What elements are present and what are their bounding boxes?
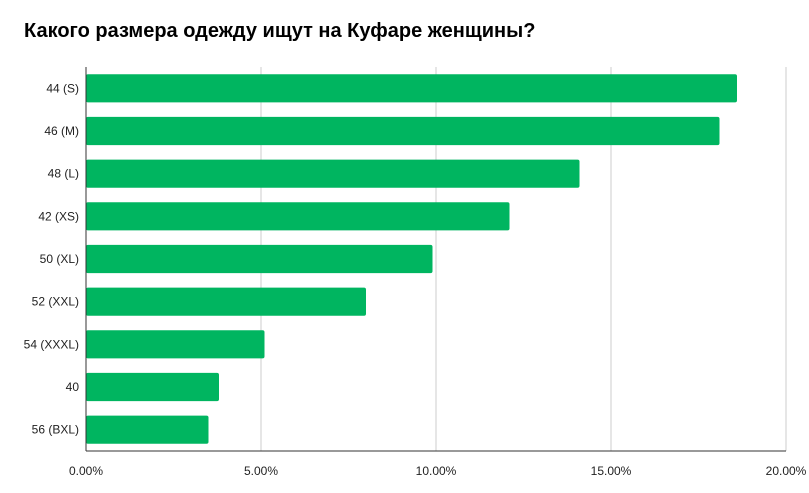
y-tick-label: 44 (S) <box>46 81 79 95</box>
y-tick-label: 52 (XXL) <box>32 295 79 309</box>
y-tick-label: 54 (XXXL) <box>24 337 79 351</box>
bar <box>86 159 580 188</box>
bar <box>86 287 366 316</box>
y-tick-label: 46 (M) <box>44 124 79 138</box>
bar <box>86 415 209 444</box>
bar <box>86 330 265 359</box>
y-tick-label: 42 (XS) <box>38 209 79 223</box>
x-tick-label: 10.00% <box>416 464 457 478</box>
x-tick-label: 0.00% <box>69 464 103 478</box>
y-tick-label: 56 (BXL) <box>32 423 79 437</box>
bars <box>86 74 737 444</box>
y-tick-label: 50 (XL) <box>40 252 79 266</box>
bar <box>86 244 433 274</box>
bar <box>86 202 510 231</box>
y-tick-label: 48 (L) <box>48 167 79 181</box>
x-tick-label: 15.00% <box>591 464 632 478</box>
x-tick-label: 20.00% <box>766 464 807 478</box>
chart-title: Какого размера одежду ищут на Куфаре жен… <box>24 20 536 42</box>
tick-labels: 0.00% 5.00% 10.00% 15.00% 20.00% 44 (S) 46 (M)… <box>24 81 807 478</box>
axes <box>85 67 786 452</box>
bar <box>86 116 720 146</box>
bar <box>86 74 737 103</box>
x-tick-label: 5.00% <box>244 464 278 478</box>
y-tick-label: 40 <box>66 380 80 394</box>
bar <box>86 372 219 402</box>
